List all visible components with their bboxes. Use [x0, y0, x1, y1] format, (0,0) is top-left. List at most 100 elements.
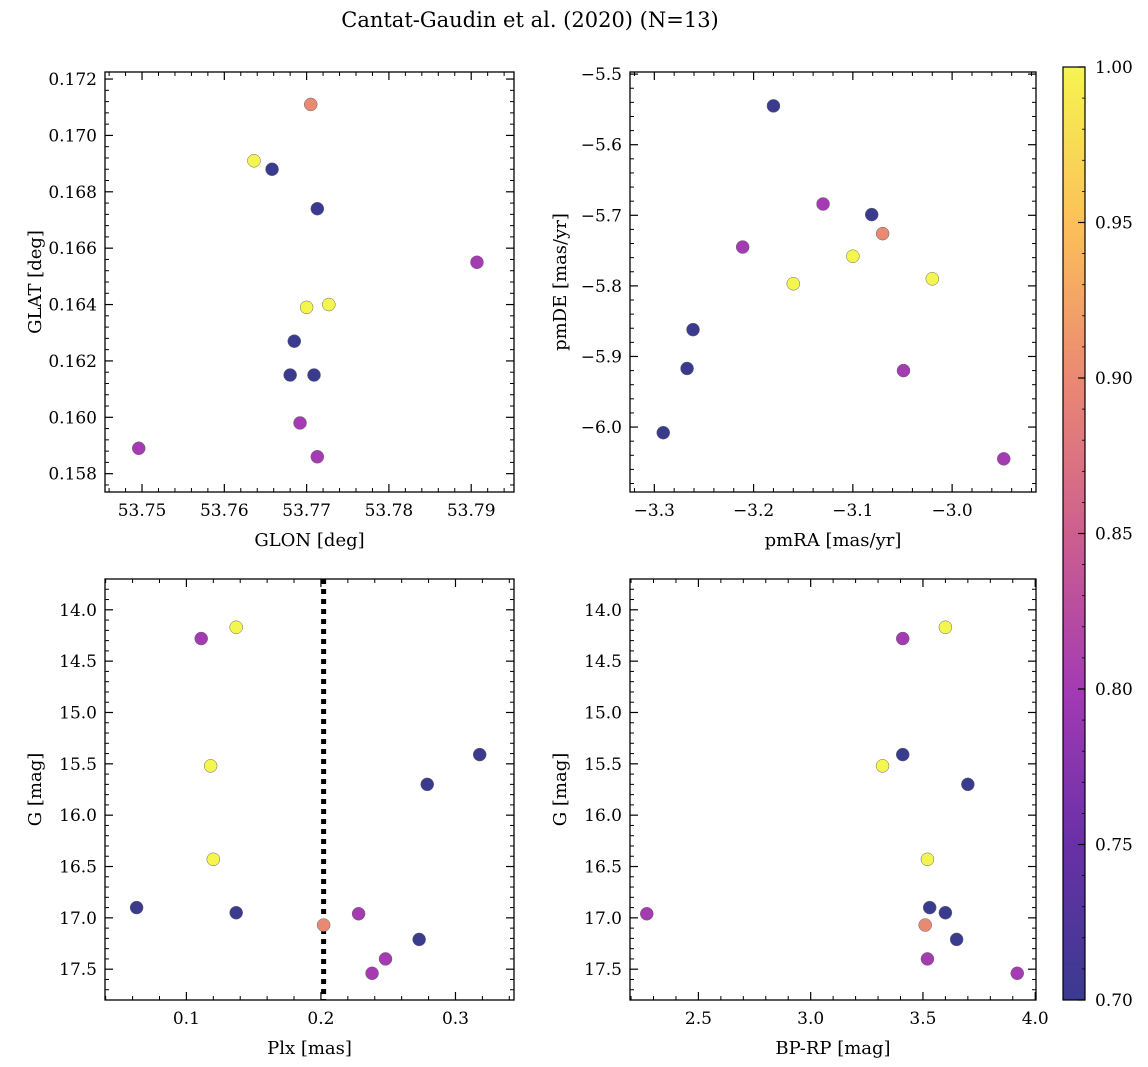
colorbar-tick-label: 0.70 [1095, 991, 1133, 1011]
y-tick-label: −5.5 [581, 65, 622, 85]
data-point [420, 777, 434, 792]
y-tick-label: 15.0 [59, 703, 97, 723]
y-tick-label: 17.0 [584, 909, 622, 929]
colorbar-tick-label: 0.95 [1095, 214, 1133, 234]
y-tick-label: 0.158 [48, 465, 97, 485]
x-tick-label: −3.2 [733, 501, 774, 521]
x-tick-label: −3.3 [634, 501, 675, 521]
x-tick-label: 3.5 [909, 1009, 936, 1029]
x-tick-label: 3.0 [797, 1009, 824, 1029]
panels: 53.75 53.76 53.77 53.78 53.79 0.158 0.160 0.162… [25, 65, 1049, 1059]
data-point [918, 918, 932, 932]
y-tick-label: 14.0 [584, 601, 622, 621]
x-tick-label: 53.78 [365, 501, 414, 521]
y-tick-label: −6.0 [581, 418, 622, 438]
panel-plx: 0.1 0.2 0.3 14.0 14.5 15.0 15.5 16.0 16.5 17.0 17.… [25, 578, 515, 1059]
data-point [206, 852, 221, 867]
x-axis-label: BP-RP [mag] [775, 1038, 890, 1059]
colorbar: 0.70 0.75 0.80 0.85 0.90 0.95 1.00 [1062, 58, 1133, 1011]
data-point [864, 207, 879, 222]
data-point [875, 226, 890, 241]
y-tick-label: −5.6 [581, 136, 622, 156]
data-point [472, 747, 487, 762]
y-tick-label: 0.164 [48, 296, 97, 316]
data-point [293, 416, 307, 430]
y-tick-label: 17.5 [59, 960, 97, 980]
data-point [229, 905, 243, 920]
y-tick-label: −5.9 [581, 347, 622, 367]
y-axis-label: pmDE [mas/yr] [550, 213, 571, 351]
data-point [365, 966, 379, 981]
y-tick-label: 0.172 [48, 70, 97, 90]
y-tick-label: 17.0 [59, 909, 97, 929]
y-tick-label: 15.5 [584, 755, 622, 775]
x-tick-label: −3.0 [931, 501, 972, 521]
panel-sky: 53.75 53.76 53.77 53.78 53.79 0.158 0.160 0.162… [25, 70, 515, 551]
data-point [938, 620, 953, 635]
data-point [303, 97, 318, 112]
data-point [316, 918, 331, 932]
data-point [283, 368, 297, 382]
data-point [194, 631, 208, 646]
x-tick-label: 53.75 [118, 501, 167, 521]
panel-cmd: 2.5 3.0 3.5 4.0 14.0 14.5 15.0 15.5 16.0 16.5 17.0… [550, 578, 1049, 1059]
data-point [265, 162, 279, 176]
axes-frame [104, 71, 515, 493]
x-axis-label: GLON [deg] [254, 530, 364, 551]
x-tick-label: 53.79 [447, 501, 496, 521]
data-point [131, 441, 146, 456]
data-point [470, 255, 484, 270]
data-point [816, 197, 830, 211]
data-point [996, 452, 1011, 466]
data-point [351, 906, 366, 921]
y-tick-label: 14.0 [59, 601, 97, 621]
data-point [920, 852, 935, 867]
colorbar-tick-label: 0.90 [1095, 369, 1133, 389]
data-point [1010, 966, 1025, 981]
colorbar-tick-label: 1.00 [1095, 58, 1133, 78]
panel-pm: −3.3 −3.2 −3.1 −3.0 −6.0 −5.9 −5.8 −5.7 −5.6 −5.5… [550, 65, 1037, 551]
y-tick-label: 16.0 [59, 806, 97, 826]
data-point [846, 249, 860, 263]
data-point [735, 240, 750, 254]
data-point [949, 932, 964, 947]
y-tick-label: 0.168 [48, 183, 97, 203]
y-tick-label: −5.8 [581, 277, 622, 297]
x-tick-label: 53.76 [200, 501, 249, 521]
data-point [378, 952, 393, 966]
data-point [680, 361, 694, 376]
x-tick-label: 0.1 [173, 1009, 200, 1029]
y-tick-label: 15.5 [59, 755, 97, 775]
y-tick-label: 15.0 [584, 703, 622, 723]
data-point [310, 201, 325, 216]
colorbar-ticks: 0.70 0.75 0.80 0.85 0.90 0.95 1.00 [1078, 58, 1133, 1011]
data-point [412, 932, 426, 947]
data-point [287, 334, 302, 348]
data-point [895, 631, 910, 646]
data-point [922, 900, 937, 915]
y-tick-label: 0.162 [48, 352, 97, 372]
axes-frame [104, 578, 515, 1001]
data-point [875, 759, 890, 773]
axes-frame [629, 71, 1037, 493]
data-point [247, 154, 261, 168]
y-tick-label: −5.7 [581, 206, 622, 226]
data-point [895, 747, 910, 762]
y-axis-label: GLAT [deg] [25, 230, 46, 334]
y-tick-label: 0.166 [48, 239, 97, 259]
x-axis-label: pmRA [mas/yr] [765, 530, 902, 551]
x-tick-label: 0.2 [307, 1009, 334, 1029]
colorbar-tick-label: 0.75 [1095, 836, 1133, 856]
x-tick-label: −3.1 [832, 501, 873, 521]
x-tick-label: 2.5 [685, 1009, 712, 1029]
y-tick-label: 0.160 [48, 408, 97, 428]
x-tick-label: 4.0 [1022, 1009, 1049, 1029]
colorbar-tick-label: 0.80 [1095, 680, 1133, 700]
data-point [896, 363, 911, 378]
y-tick-label: 0.170 [48, 126, 97, 146]
data-point [307, 368, 321, 382]
data-point [766, 99, 781, 113]
x-tick-label: 53.77 [282, 501, 331, 521]
data-point [129, 900, 144, 915]
